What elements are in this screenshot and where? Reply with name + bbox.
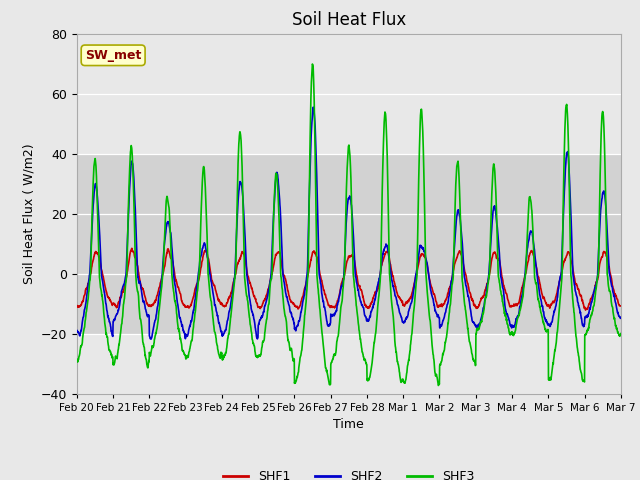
Bar — [77, 154, 621, 334]
X-axis label: Time: Time — [333, 418, 364, 431]
Text: SW_met: SW_met — [85, 49, 141, 62]
Title: Soil Heat Flux: Soil Heat Flux — [292, 11, 406, 29]
Legend: SHF1, SHF2, SHF3: SHF1, SHF2, SHF3 — [218, 465, 480, 480]
Y-axis label: Soil Heat Flux ( W/m2): Soil Heat Flux ( W/m2) — [22, 144, 35, 284]
